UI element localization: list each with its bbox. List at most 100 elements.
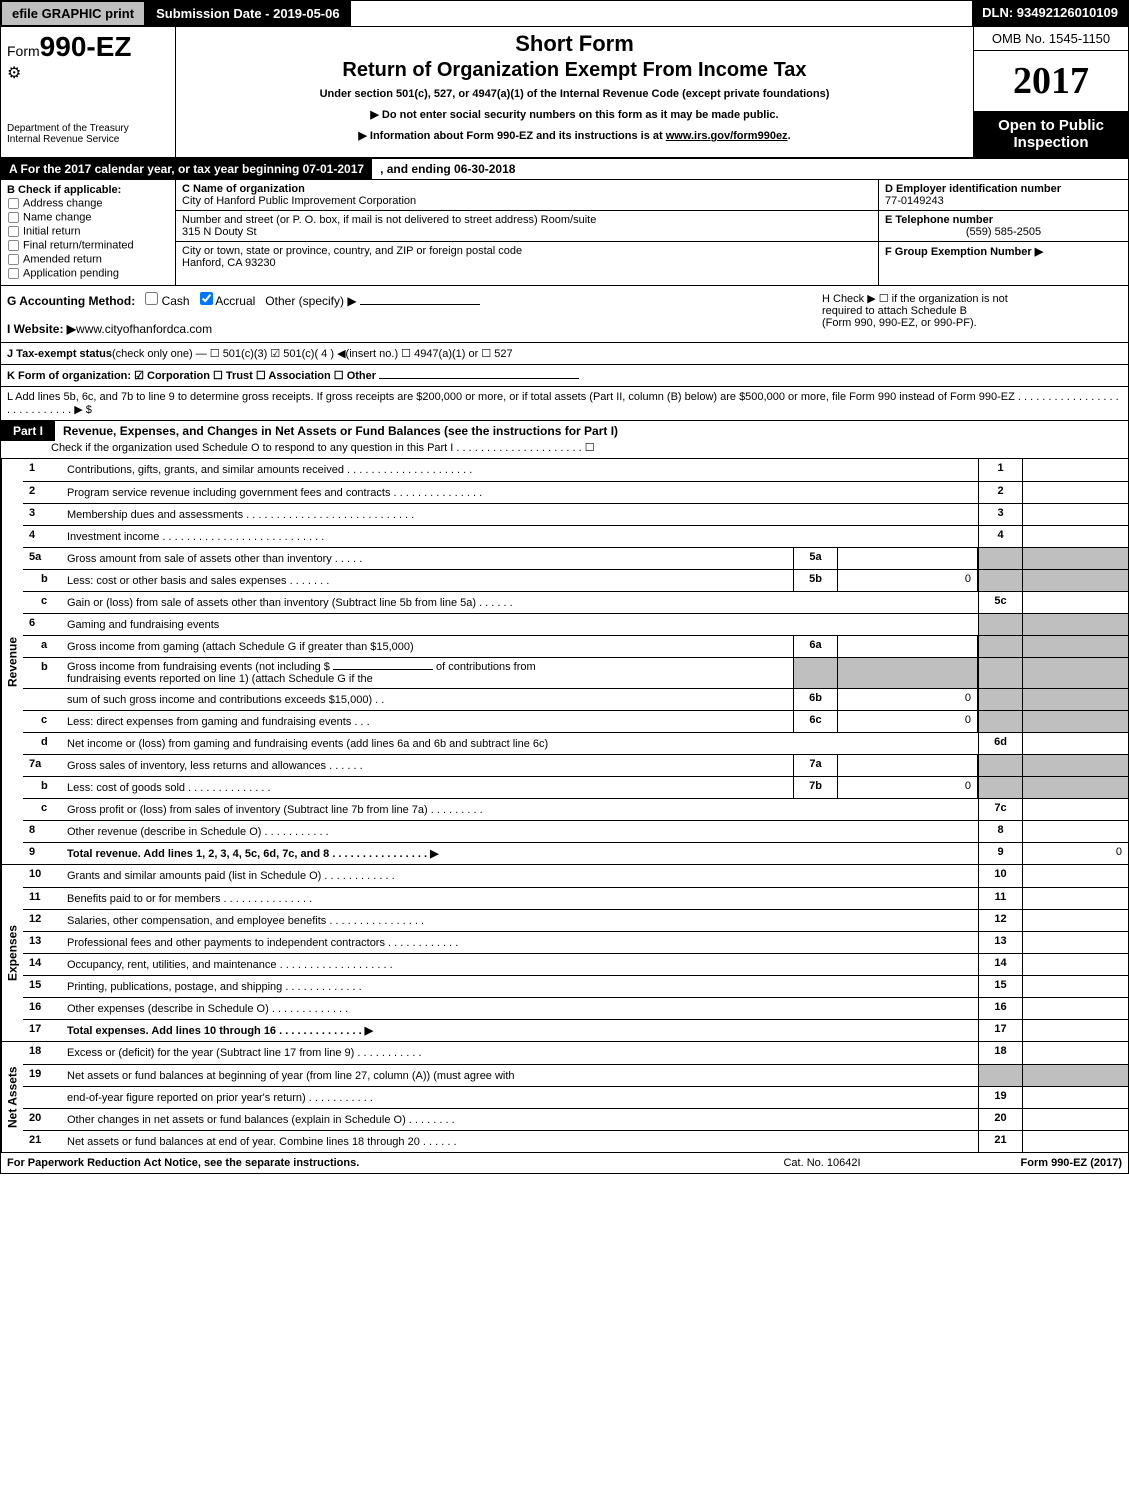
line-mid-val: 0 — [838, 689, 978, 710]
efile-print-button[interactable]: efile GRAPHIC print — [1, 1, 145, 26]
line-mid-shade — [838, 658, 978, 688]
chk-address-change[interactable]: Address change — [7, 197, 169, 210]
line-rv — [1023, 865, 1128, 887]
line-rv-shade — [1023, 548, 1128, 569]
line-rv — [1023, 1042, 1128, 1064]
line-num: a — [23, 636, 63, 657]
line-desc: Gross income from gaming (attach Schedul… — [63, 636, 793, 657]
line-rn: 4 — [978, 526, 1023, 547]
line-num: b — [23, 777, 63, 798]
line-desc: Occupancy, rent, utilities, and maintena… — [63, 954, 978, 975]
line-rv — [1023, 1109, 1128, 1130]
line-rv — [1023, 821, 1128, 842]
line-num: 5a — [23, 548, 63, 569]
chk-name-change[interactable]: Name change — [7, 211, 169, 224]
line-rn-shade — [978, 755, 1023, 776]
h-line2: required to attach Schedule B — [822, 305, 1122, 317]
g-cash: Cash — [162, 294, 190, 308]
j-label: J Tax-exempt status — [7, 348, 112, 360]
i-website-label: I Website: ▶ — [7, 322, 76, 336]
line-desc: Other changes in net assets or fund bala… — [63, 1109, 978, 1130]
line-desc: Other revenue (describe in Schedule O) .… — [63, 821, 978, 842]
line-rn: 12 — [978, 910, 1023, 931]
line-num: 3 — [23, 504, 63, 525]
line-num: d — [23, 733, 63, 754]
line-mid-num: 5b — [793, 570, 838, 591]
line-rn: 18 — [978, 1042, 1023, 1064]
chk-cash[interactable] — [145, 292, 158, 305]
line-num: 21 — [23, 1131, 63, 1152]
form-subtitle: Under section 501(c), 527, or 4947(a)(1)… — [182, 88, 967, 100]
line-rn: 16 — [978, 998, 1023, 1019]
line-num: 20 — [23, 1109, 63, 1130]
line-mid-num: 6a — [793, 636, 838, 657]
short-form-heading: Short Form — [182, 31, 967, 57]
section-b-header: B Check if applicable: — [7, 184, 169, 196]
side-expenses: Expenses — [1, 865, 23, 1041]
line-desc: Contributions, gifts, grants, and simila… — [63, 459, 978, 481]
line-desc: Gross amount from sale of assets other t… — [63, 548, 793, 569]
footer-left: For Paperwork Reduction Act Notice, see … — [7, 1157, 722, 1169]
line-num — [23, 689, 63, 710]
line-rn: 21 — [978, 1131, 1023, 1152]
line-rn: 19 — [978, 1087, 1023, 1108]
line-rn: 7c — [978, 799, 1023, 820]
line-mid-val — [838, 548, 978, 569]
line-num: 9 — [23, 843, 63, 864]
line-rn: 6d — [978, 733, 1023, 754]
chk-application-pending[interactable]: Application pending — [7, 267, 169, 280]
line-desc: Gaming and fundraising events — [63, 614, 978, 635]
instruction-2-pre: ▶ Information about Form 990-EZ and its … — [358, 130, 665, 142]
line-desc: Other expenses (describe in Schedule O) … — [63, 998, 978, 1019]
d-ein: 77-0149243 — [885, 195, 1122, 207]
line-desc: Salaries, other compensation, and employ… — [63, 910, 978, 931]
footer-cat-no: Cat. No. 10642I — [722, 1157, 922, 1169]
side-netassets: Net Assets — [1, 1042, 23, 1152]
line-num: 1 — [23, 459, 63, 481]
form-number: 990-EZ — [40, 31, 132, 62]
h-line3: (Form 990, 990-EZ, or 990-PF). — [822, 317, 1122, 329]
line-num: 19 — [23, 1065, 63, 1086]
line-rv-shade — [1023, 689, 1128, 710]
line-num-empty — [23, 1087, 63, 1108]
line-6b-d1: Gross income from fundraising events (no… — [67, 661, 333, 673]
line-rn: 3 — [978, 504, 1023, 525]
line-num: 13 — [23, 932, 63, 953]
line-rv: 0 — [1023, 843, 1128, 864]
line-desc: Benefits paid to or for members . . . . … — [63, 888, 978, 909]
line-rv-shade — [1023, 777, 1128, 798]
line-mid-val — [838, 755, 978, 776]
line-num: 14 — [23, 954, 63, 975]
chk-amended-return[interactable]: Amended return — [7, 253, 169, 266]
chk-final-return[interactable]: Final return/terminated — [7, 239, 169, 252]
line-num: 6 — [23, 614, 63, 635]
omb-number: OMB No. 1545-1150 — [974, 27, 1128, 51]
chk-accrual[interactable] — [200, 292, 213, 305]
instruction-line-2: ▶ Information about Form 990-EZ and its … — [182, 129, 967, 142]
irs-link[interactable]: www.irs.gov/form990ez — [666, 130, 788, 142]
line-rv-shade — [1023, 1065, 1128, 1086]
line-rn: 2 — [978, 482, 1023, 503]
c-street-header: Number and street (or P. O. box, if mail… — [182, 214, 872, 226]
line-desc: Less: cost or other basis and sales expe… — [63, 570, 793, 591]
row-a-period-end: , and ending 06-30-2018 — [372, 159, 523, 179]
line-rn: 10 — [978, 865, 1023, 887]
line-num: 2 — [23, 482, 63, 503]
chk-initial-return[interactable]: Initial return — [7, 225, 169, 238]
line-num: 7a — [23, 755, 63, 776]
line-rn: 15 — [978, 976, 1023, 997]
d-ein-header: D Employer identification number — [885, 183, 1122, 195]
line-rv — [1023, 504, 1128, 525]
line-rv — [1023, 592, 1128, 613]
line-mid-num: 6b — [793, 689, 838, 710]
line-rn-shade — [978, 636, 1023, 657]
line-desc: Membership dues and assessments . . . . … — [63, 504, 978, 525]
l-gross-receipts: L Add lines 5b, 6c, and 7b to line 9 to … — [7, 391, 1119, 416]
line-num: 10 — [23, 865, 63, 887]
part-1-subtitle: Check if the organization used Schedule … — [1, 441, 1128, 458]
line-rv-shade — [1023, 658, 1128, 688]
line-rv — [1023, 733, 1128, 754]
line-num: b — [23, 570, 63, 591]
g-accounting-label: G Accounting Method: — [7, 294, 135, 308]
line-desc: Net income or (loss) from gaming and fun… — [63, 733, 978, 754]
